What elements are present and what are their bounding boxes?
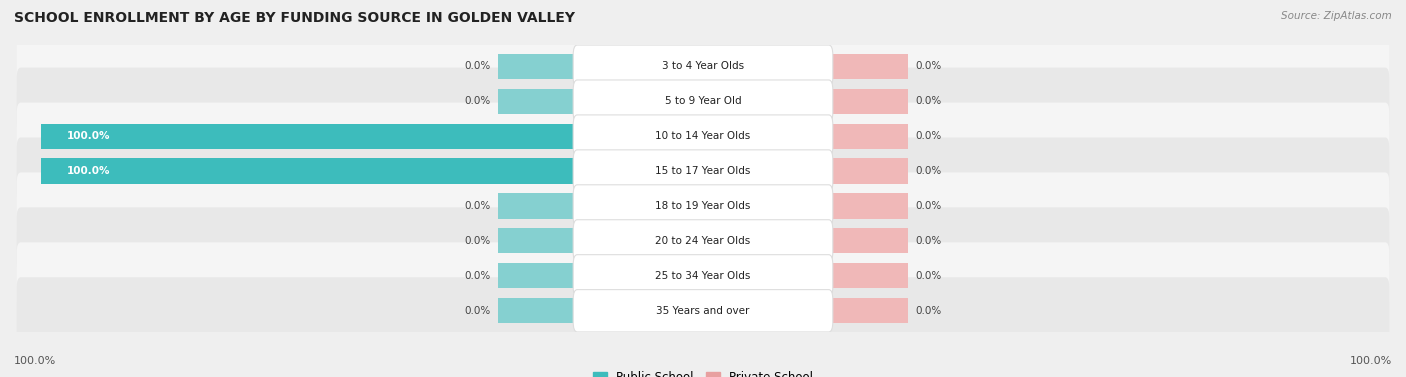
Text: 0.0%: 0.0% bbox=[915, 236, 941, 246]
Bar bbox=[830, 193, 908, 219]
FancyBboxPatch shape bbox=[17, 67, 1389, 135]
Text: 100.0%: 100.0% bbox=[67, 131, 111, 141]
Text: 35 Years and over: 35 Years and over bbox=[657, 306, 749, 316]
FancyBboxPatch shape bbox=[574, 185, 832, 227]
Bar bbox=[498, 298, 576, 323]
Bar bbox=[498, 228, 576, 253]
Text: 0.0%: 0.0% bbox=[465, 236, 491, 246]
Text: 0.0%: 0.0% bbox=[465, 61, 491, 71]
Text: 3 to 4 Year Olds: 3 to 4 Year Olds bbox=[662, 61, 744, 71]
Text: 100.0%: 100.0% bbox=[67, 166, 111, 176]
Text: 0.0%: 0.0% bbox=[465, 271, 491, 281]
Text: 0.0%: 0.0% bbox=[915, 131, 941, 141]
Bar bbox=[830, 89, 908, 114]
Text: 0.0%: 0.0% bbox=[465, 201, 491, 211]
Text: 0.0%: 0.0% bbox=[915, 201, 941, 211]
Text: 100.0%: 100.0% bbox=[14, 356, 56, 366]
Bar bbox=[830, 54, 908, 79]
Legend: Public School, Private School: Public School, Private School bbox=[588, 366, 818, 377]
Text: 20 to 24 Year Olds: 20 to 24 Year Olds bbox=[655, 236, 751, 246]
Text: 15 to 17 Year Olds: 15 to 17 Year Olds bbox=[655, 166, 751, 176]
FancyBboxPatch shape bbox=[574, 45, 832, 87]
Text: 0.0%: 0.0% bbox=[465, 306, 491, 316]
FancyBboxPatch shape bbox=[574, 150, 832, 192]
Text: 18 to 19 Year Olds: 18 to 19 Year Olds bbox=[655, 201, 751, 211]
Bar bbox=[830, 158, 908, 184]
FancyBboxPatch shape bbox=[574, 255, 832, 297]
FancyBboxPatch shape bbox=[17, 103, 1389, 170]
Text: 25 to 34 Year Olds: 25 to 34 Year Olds bbox=[655, 271, 751, 281]
Text: SCHOOL ENROLLMENT BY AGE BY FUNDING SOURCE IN GOLDEN VALLEY: SCHOOL ENROLLMENT BY AGE BY FUNDING SOUR… bbox=[14, 11, 575, 25]
Bar bbox=[830, 298, 908, 323]
Text: 100.0%: 100.0% bbox=[1350, 356, 1392, 366]
Text: 0.0%: 0.0% bbox=[915, 306, 941, 316]
Bar bbox=[41, 124, 576, 149]
Text: 5 to 9 Year Old: 5 to 9 Year Old bbox=[665, 96, 741, 106]
Bar bbox=[498, 263, 576, 288]
FancyBboxPatch shape bbox=[17, 207, 1389, 274]
Bar bbox=[830, 124, 908, 149]
Bar bbox=[498, 54, 576, 79]
FancyBboxPatch shape bbox=[574, 80, 832, 122]
Text: 0.0%: 0.0% bbox=[465, 96, 491, 106]
Text: 0.0%: 0.0% bbox=[915, 166, 941, 176]
Text: 0.0%: 0.0% bbox=[915, 61, 941, 71]
Text: 0.0%: 0.0% bbox=[915, 96, 941, 106]
Bar bbox=[830, 228, 908, 253]
Text: 0.0%: 0.0% bbox=[915, 271, 941, 281]
Text: 10 to 14 Year Olds: 10 to 14 Year Olds bbox=[655, 131, 751, 141]
FancyBboxPatch shape bbox=[574, 220, 832, 262]
Text: Source: ZipAtlas.com: Source: ZipAtlas.com bbox=[1281, 11, 1392, 21]
FancyBboxPatch shape bbox=[17, 172, 1389, 239]
FancyBboxPatch shape bbox=[574, 115, 832, 157]
FancyBboxPatch shape bbox=[17, 242, 1389, 310]
Bar bbox=[830, 263, 908, 288]
FancyBboxPatch shape bbox=[17, 138, 1389, 205]
FancyBboxPatch shape bbox=[17, 33, 1389, 100]
Bar bbox=[498, 89, 576, 114]
Bar bbox=[498, 193, 576, 219]
FancyBboxPatch shape bbox=[17, 277, 1389, 344]
FancyBboxPatch shape bbox=[574, 290, 832, 332]
Bar bbox=[41, 158, 576, 184]
